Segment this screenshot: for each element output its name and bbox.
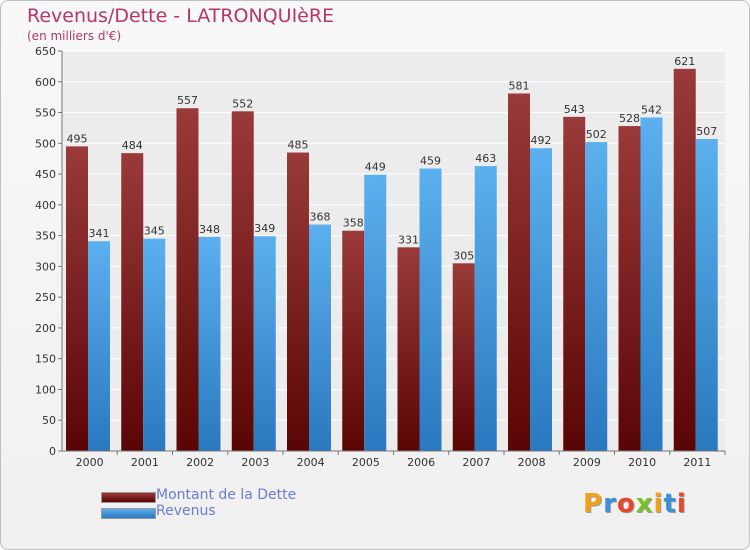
x-tick-label: 2009 <box>573 456 601 469</box>
y-tick-label: 0 <box>49 445 56 458</box>
data-label-revenus: 459 <box>420 155 441 168</box>
logo-letter: i <box>653 489 664 519</box>
x-tick-label: 2007 <box>462 456 490 469</box>
bar-dette <box>397 247 420 451</box>
y-tick-label: 350 <box>35 230 56 243</box>
bar-dette <box>66 146 88 451</box>
chart-title: Revenus/Dette - LATRONQUIèRE <box>27 5 335 27</box>
bar-revenus <box>419 168 442 452</box>
x-tick-label: 2002 <box>186 456 214 469</box>
x-tick-label: 2000 <box>76 456 104 469</box>
bar-dette <box>121 153 144 451</box>
y-tick-label: 500 <box>35 137 56 150</box>
data-label-revenus: 341 <box>89 227 110 240</box>
data-label-dette: 495 <box>67 132 88 145</box>
legend-swatch-dette <box>101 492 156 503</box>
data-label-revenus: 348 <box>199 223 220 236</box>
data-label-revenus: 368 <box>310 211 331 224</box>
data-label-revenus: 492 <box>531 134 552 147</box>
y-tick-label: 250 <box>35 291 56 304</box>
y-tick-label: 550 <box>35 107 56 120</box>
bar-revenus <box>198 236 221 451</box>
data-label-dette: 543 <box>564 103 585 116</box>
logo-letter: o <box>616 489 636 519</box>
legend-label-dette: Montant de la Dette <box>156 487 297 503</box>
bar-dette <box>342 230 365 451</box>
y-tick-label: 300 <box>35 260 56 273</box>
data-label-dette: 621 <box>674 55 695 68</box>
plot-area <box>62 51 725 451</box>
data-label-revenus: 449 <box>365 161 386 174</box>
bar-revenus <box>88 241 110 451</box>
x-tick-label: 2005 <box>352 456 380 469</box>
bar-dette <box>508 93 530 451</box>
y-tick-label: 400 <box>35 199 56 212</box>
x-tick-label: 2004 <box>297 456 325 469</box>
bar-dette <box>452 263 475 451</box>
bar-dette <box>563 116 586 451</box>
data-label-revenus: 542 <box>641 103 662 116</box>
data-label-revenus: 345 <box>144 225 165 238</box>
data-label-revenus: 507 <box>696 125 717 138</box>
x-tick-label: 2011 <box>683 456 711 469</box>
y-tick-label: 50 <box>42 414 56 427</box>
x-tick-label: 2006 <box>407 456 435 469</box>
y-tick-label: 600 <box>35 76 56 89</box>
data-label-dette: 485 <box>288 139 309 152</box>
x-tick-label: 2001 <box>131 456 159 469</box>
x-tick-label: 2010 <box>628 456 656 469</box>
data-label-dette: 528 <box>619 112 640 125</box>
data-label-revenus: 463 <box>475 152 496 165</box>
chart-subtitle: (en milliers d'€) <box>27 29 122 43</box>
x-tick-label: 2003 <box>241 456 269 469</box>
data-label-revenus: 349 <box>254 222 275 235</box>
logo-letter: r <box>603 489 617 519</box>
data-label-dette: 305 <box>453 249 474 262</box>
y-tick-label: 150 <box>35 353 56 366</box>
bar-dette <box>176 108 199 451</box>
bar-revenus <box>640 117 663 451</box>
data-label-dette: 557 <box>177 94 198 107</box>
bar-dette <box>287 152 309 452</box>
bar-revenus <box>530 148 552 451</box>
data-label-dette: 581 <box>509 79 530 92</box>
bar-revenus <box>585 142 608 452</box>
bar-dette <box>231 111 254 452</box>
logo-letter: i <box>676 489 687 519</box>
logo-letter: t <box>663 489 677 519</box>
bar-dette <box>618 126 641 452</box>
data-label-dette: 552 <box>232 97 253 110</box>
y-tick-label: 100 <box>35 383 56 396</box>
data-label-dette: 484 <box>122 139 143 152</box>
bar-dette <box>673 68 696 451</box>
bar-revenus <box>309 224 331 451</box>
data-label-dette: 331 <box>398 233 419 246</box>
legend-label-revenus: Revenus <box>156 503 216 519</box>
bar-revenus <box>143 238 166 451</box>
data-label-revenus: 502 <box>586 128 607 141</box>
bar-revenus <box>364 174 387 451</box>
logo-letter: P <box>583 489 604 519</box>
y-tick-label: 450 <box>35 168 56 181</box>
y-tick-label: 650 <box>35 45 56 58</box>
bar-revenus <box>695 139 718 451</box>
bar-revenus <box>474 166 497 452</box>
bar-revenus <box>253 236 276 451</box>
legend-swatch-revenus <box>101 508 156 519</box>
logo-letter: x <box>635 489 654 519</box>
proxiti-logo: Proxiti <box>583 489 687 519</box>
x-tick-label: 2008 <box>518 456 546 469</box>
y-tick-label: 200 <box>35 322 56 335</box>
data-label-dette: 358 <box>343 217 364 230</box>
